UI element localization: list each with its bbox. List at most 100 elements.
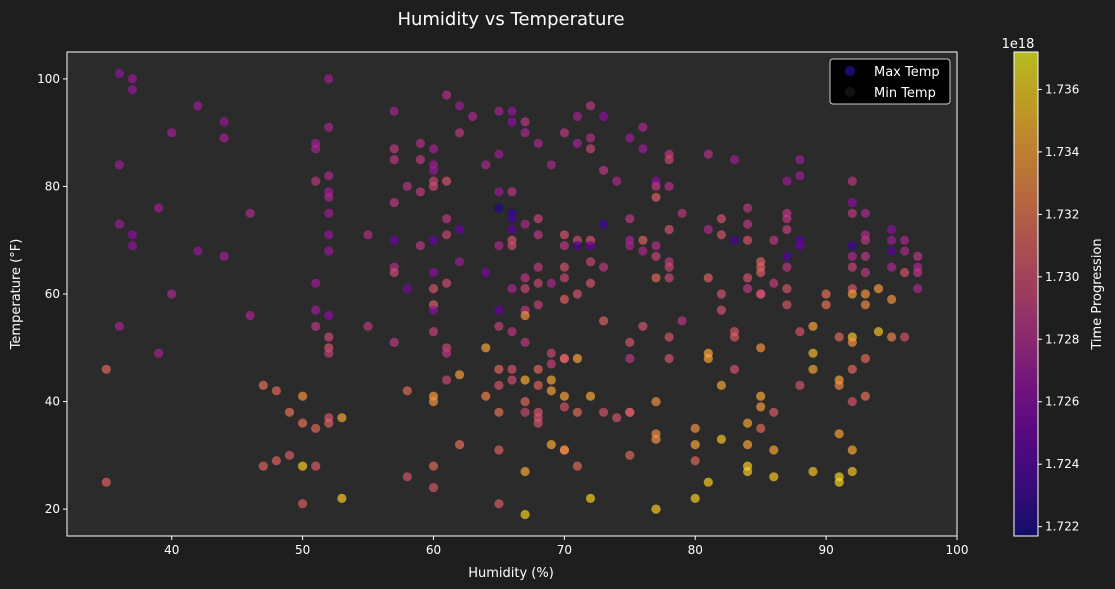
min-temp-point [428,483,439,493]
x-axis-label: Humidity (%) [468,566,554,581]
max-temp-point [245,310,255,321]
min-temp-point [808,321,818,331]
x-tick-label: 80 [688,543,703,557]
max-temp-point [428,267,439,278]
min-temp-point [703,477,713,487]
min-temp-point [520,509,530,520]
max-temp-point [455,128,465,138]
max-temp-point [114,219,124,229]
y-tick-label: 80 [45,179,60,193]
max-temp-point [520,407,530,417]
max-temp-point [625,241,635,251]
min-temp-point [455,370,465,380]
max-temp-point [442,176,452,186]
max-temp-point [533,230,543,240]
max-temp-point [743,273,753,283]
max-temp-point [703,149,713,159]
min-temp-point [559,353,570,364]
max-temp-point [154,203,164,213]
max-temp-point [651,241,661,251]
min-temp-point [481,391,491,401]
max-temp-point [468,111,478,122]
min-temp-point [284,407,295,417]
legend-label-max-temp: Max Temp [874,65,940,80]
max-temp-point [887,262,897,272]
min-temp-point [860,391,871,401]
max-temp-point [599,219,609,229]
max-temp-point [520,117,530,127]
x-tick-label: 60 [426,543,441,557]
max-temp-point [507,106,517,116]
min-temp-point [494,445,504,455]
max-temp-point [455,101,465,111]
max-temp-point [729,332,740,342]
max-temp-point [245,208,255,218]
max-temp-point [193,246,203,256]
max-temp-point [520,128,530,138]
legend-box [829,58,951,105]
max-temp-point [625,133,635,143]
max-temp-point [533,278,543,288]
min-temp-point [533,364,543,374]
min-temp-point [271,386,281,396]
min-temp-point [520,310,530,321]
max-temp-point [219,117,229,127]
max-temp-point [389,155,399,165]
max-temp-point [311,305,321,315]
max-temp-point [114,160,124,170]
max-temp-point [716,289,727,299]
max-temp-point [625,337,635,347]
min-temp-point [494,499,504,509]
max-temp-point [572,138,583,148]
min-temp-point [847,337,857,347]
min-temp-point [873,284,884,294]
min-temp-point [324,418,334,428]
max-temp-point [114,68,124,79]
max-temp-point [900,235,910,245]
colorbar: 1.722 1.724 1.726 1.728 1.730 1.732 1.734 1.736… [1002,37,1105,537]
min-temp-point [337,413,347,423]
max-temp-point [442,348,452,358]
min-temp-point [494,407,504,417]
max-temp-point [572,111,583,122]
max-temp-point [415,187,425,197]
max-temp-point [428,144,439,154]
min-temp-point [546,386,556,396]
plot-area [67,52,957,536]
max-temp-point [677,316,687,326]
max-temp-point [428,181,439,191]
max-temp-point [127,230,137,240]
max-temp-point [559,230,570,240]
min-temp-point [821,289,831,299]
max-temp-point [167,128,177,138]
max-temp-point [664,332,674,342]
max-temp-point [795,380,805,390]
max-temp-point [743,235,753,245]
max-temp-point [494,106,504,116]
colorbar-tick-label: 1.722 [1045,520,1079,534]
max-temp-point [638,144,648,154]
colorbar-gradient [1014,52,1038,536]
max-temp-point [638,122,648,132]
max-temp-point [324,208,334,218]
max-temp-point [769,278,779,288]
min-temp-point [559,445,570,455]
min-temp-point [834,477,844,487]
x-tick-label: 100 [946,543,969,557]
min-temp-point [612,413,622,423]
colorbar-tick-label: 1.732 [1045,207,1079,221]
y-axis: 20 40 60 80 100 [37,72,67,516]
y-tick-label: 40 [45,395,60,409]
min-temp-point [887,332,897,342]
max-temp-point [559,294,570,304]
min-temp-point [690,493,700,503]
min-temp-point [651,434,661,444]
min-temp-point [821,300,831,310]
x-tick-label: 90 [818,543,833,557]
max-temp-point [442,230,452,240]
max-temp-point [127,85,137,95]
max-temp-point [324,310,334,321]
max-temp-point [572,289,583,299]
max-temp-point [389,235,399,245]
min-temp-point [847,364,857,374]
